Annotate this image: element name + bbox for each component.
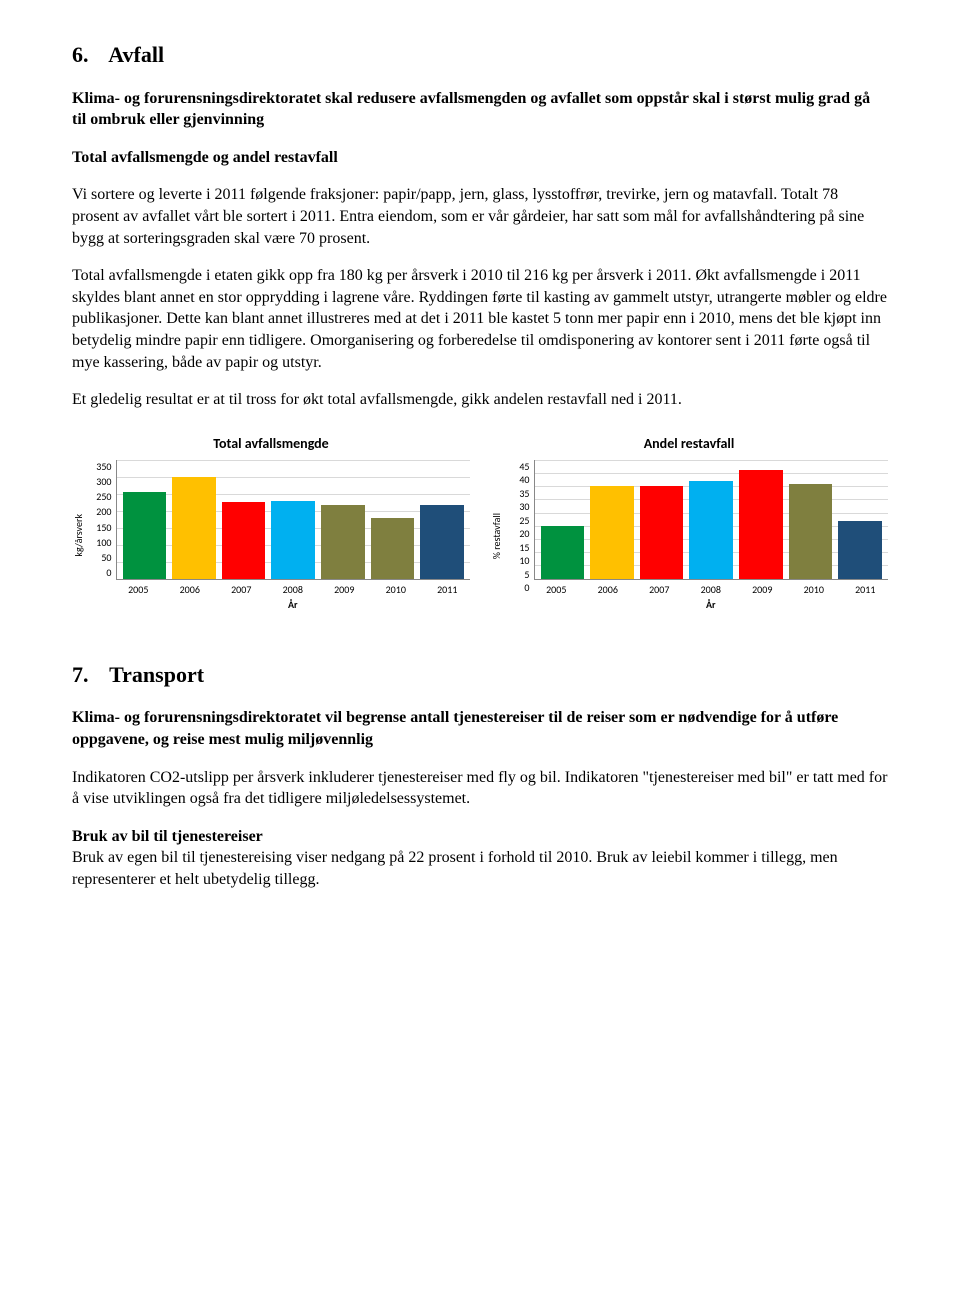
section-6-intro: Klima- og forurensningsdirektoratet skal…	[72, 88, 888, 131]
section-6-number: 6.	[72, 40, 104, 70]
xtick: 2008	[270, 583, 316, 597]
xtick: 2010	[373, 583, 419, 597]
chart2-ylabel: % restavfall	[490, 513, 504, 559]
bar	[123, 492, 167, 579]
chart2-xaxis: 2005 2006 2007 2008 2009 2010 2011	[508, 580, 889, 597]
ytick: 10	[519, 554, 529, 568]
ytick: 15	[519, 541, 529, 555]
section-7-para-2: Bruk av egen bil til tjenestereising vis…	[72, 847, 888, 890]
bar	[689, 481, 733, 579]
chart-total-avfallsmengde: Total avfallsmengde kg/årsverk 350300250…	[72, 435, 470, 612]
ytick: 20	[519, 527, 529, 541]
ytick: 50	[101, 551, 111, 565]
chart1-plot	[116, 460, 471, 580]
xtick: 2006	[585, 583, 631, 597]
bar	[541, 526, 585, 579]
section-6-para-3: Et gledelig resultat er at til tross for…	[72, 389, 888, 411]
chart1-yaxis: 350300250200 150100500	[90, 460, 116, 580]
ytick: 300	[96, 475, 111, 489]
bar	[590, 486, 634, 579]
ytick: 150	[96, 521, 111, 535]
bar	[371, 518, 415, 579]
ytick: 100	[96, 536, 111, 550]
chart1-bars	[117, 460, 471, 579]
section-7-para-1: Indikatoren CO2-utslipp per årsverk inkl…	[72, 767, 888, 810]
chart-andel-restavfall: Andel restavfall % restavfall 4540353025…	[490, 435, 888, 612]
xtick: 2009	[740, 583, 786, 597]
bar	[739, 470, 783, 578]
ytick: 40	[519, 473, 529, 487]
ytick: 0	[106, 566, 111, 580]
bar	[321, 505, 365, 579]
ytick: 250	[96, 490, 111, 504]
charts-row: Total avfallsmengde kg/årsverk 350300250…	[72, 435, 888, 612]
ytick: 35	[519, 487, 529, 501]
section-7-subhead: Bruk av bil til tjenestereiser	[72, 826, 888, 848]
bar	[420, 505, 464, 578]
ytick: 350	[96, 460, 111, 474]
section-6-subhead: Total avfallsmengde og andel restavfall	[72, 147, 888, 169]
ytick: 30	[519, 500, 529, 514]
bar	[271, 501, 315, 579]
xtick: 2011	[843, 583, 889, 597]
xtick: 2011	[425, 583, 471, 597]
chart2-xlabel: År	[508, 598, 889, 612]
section-7-number: 7.	[72, 660, 104, 690]
chart2-yaxis: 454035302520151050	[508, 460, 534, 580]
bar	[640, 486, 684, 579]
section-7-title: Transport	[109, 662, 204, 687]
ytick: 45	[519, 460, 529, 474]
chart1-title: Total avfallsmengde	[213, 435, 328, 454]
section-6-title: Avfall	[108, 42, 164, 67]
xtick: 2005	[116, 583, 162, 597]
bar	[222, 502, 266, 579]
section-7-intro: Klima- og forurensningsdirektoratet vil …	[72, 707, 888, 750]
section-7-heading: 7. Transport	[72, 660, 888, 690]
xtick: 2010	[791, 583, 837, 597]
bar	[838, 521, 882, 579]
section-6-para-1: Vi sortere og leverte i 2011 følgende fr…	[72, 184, 888, 249]
xtick: 2007	[219, 583, 265, 597]
bar	[172, 477, 216, 579]
xtick: 2006	[167, 583, 213, 597]
section-6-heading: 6. Avfall	[72, 40, 888, 70]
ytick: 200	[96, 505, 111, 519]
chart2-bars	[535, 460, 889, 579]
section-6-para-2: Total avfallsmengde i etaten gikk opp fr…	[72, 265, 888, 373]
chart1-ylabel: kg/årsverk	[72, 514, 86, 557]
bar	[789, 484, 833, 579]
xtick: 2008	[688, 583, 734, 597]
chart2-title: Andel restavfall	[644, 435, 735, 454]
xtick: 2009	[322, 583, 368, 597]
xtick: 2007	[637, 583, 683, 597]
chart1-xaxis: 2005 2006 2007 2008 2009 2010 2011	[90, 580, 471, 597]
chart1-xlabel: År	[90, 598, 471, 612]
chart2-plot	[534, 460, 889, 580]
xtick: 2005	[534, 583, 580, 597]
ytick: 25	[519, 514, 529, 528]
